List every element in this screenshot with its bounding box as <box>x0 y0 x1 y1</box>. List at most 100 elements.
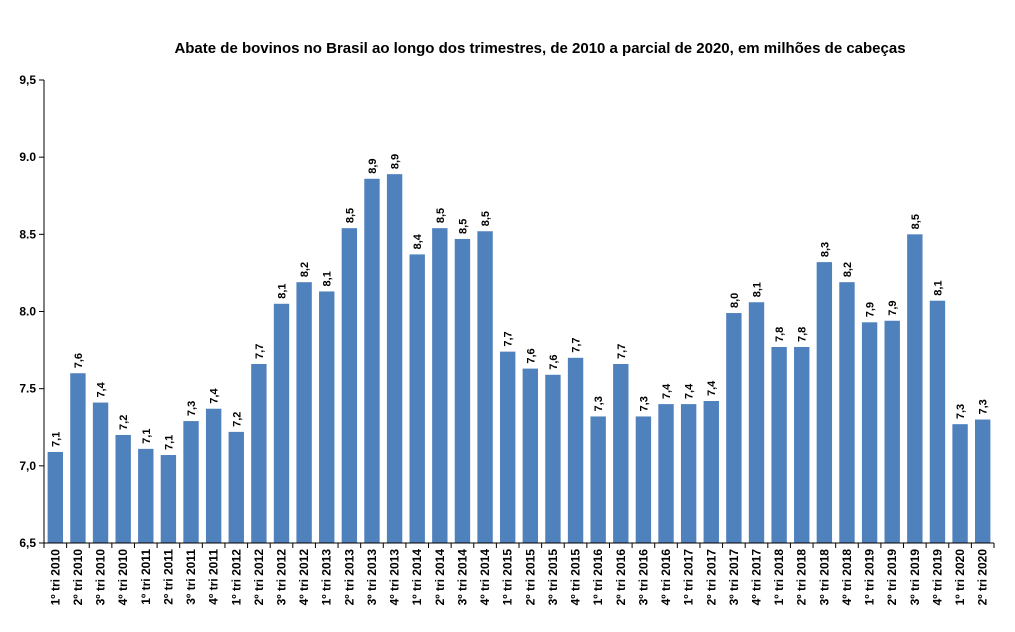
data-label: 7,6 <box>525 348 537 363</box>
bar <box>929 300 946 543</box>
bar <box>500 351 516 543</box>
data-labels-group: 7,1 7,6 7,4 7,2 7,1 7,1 7,3 7,4 7,2 7,7 8,1 8,2 8,1 8… <box>50 154 989 450</box>
data-label: 7,1 <box>50 432 62 447</box>
bar <box>635 416 652 543</box>
data-label: 8,5 <box>435 208 447 223</box>
x-tick-label: 2º tri 2017 <box>704 549 718 606</box>
x-tick-label: 1º tri 2017 <box>682 549 696 606</box>
data-label: 7,3 <box>955 404 967 419</box>
x-tick-label: 2º tri 2015 <box>523 549 537 606</box>
x-tick-label: 2º tri 2012 <box>252 549 266 606</box>
data-label: 7,4 <box>684 383 696 399</box>
x-tick-label: 3º tri 2010 <box>94 549 108 606</box>
x-tick-label: 3º tri 2017 <box>727 549 741 606</box>
bar <box>884 320 900 543</box>
data-label: 7,9 <box>865 302 877 317</box>
x-tick-label: 3º tri 2019 <box>908 549 922 606</box>
data-label: 8,1 <box>752 282 764 297</box>
data-label: 8,5 <box>344 208 356 223</box>
data-label: 7,6 <box>548 354 560 369</box>
data-label: 8,1 <box>932 280 944 295</box>
bar <box>816 262 833 543</box>
data-label: 7,8 <box>774 327 786 342</box>
bar <box>92 402 109 543</box>
data-label: 7,4 <box>706 380 718 396</box>
bar <box>296 282 312 543</box>
y-tick-label: 9,5 <box>19 73 36 87</box>
data-label: 7,3 <box>593 396 605 411</box>
data-label: 7,7 <box>254 344 266 359</box>
bar <box>341 228 358 543</box>
bar <box>409 254 425 543</box>
data-label: 7,2 <box>231 412 243 427</box>
x-tick-label: 4º tri 2017 <box>750 549 764 606</box>
data-label: 7,3 <box>186 401 198 416</box>
data-label: 8,5 <box>480 211 492 226</box>
y-tick-label: 8.0 <box>19 305 36 319</box>
bar <box>115 434 131 543</box>
bar <box>205 408 222 543</box>
x-tick-label: 2º tri 2020 <box>976 549 990 606</box>
x-tick-label: 4º tri 2015 <box>569 549 583 606</box>
data-label: 8,1 <box>277 283 289 298</box>
x-tick-label: 2º tri 2018 <box>795 549 809 606</box>
data-label: 8,3 <box>819 242 831 257</box>
bar <box>658 404 674 543</box>
bar <box>952 424 968 543</box>
bar <box>251 363 267 543</box>
data-label: 7,7 <box>571 338 583 353</box>
x-tick-label: 4º tri 2010 <box>116 549 130 606</box>
bar <box>613 363 629 543</box>
data-label: 7,4 <box>209 388 221 404</box>
x-tick-label: 4º tri 2014 <box>478 549 492 606</box>
x-tick-label: 4º tri 2018 <box>840 549 854 606</box>
x-tick-label: 2º tri 2011 <box>161 549 175 605</box>
x-tick-label: 1º tri 2015 <box>501 549 515 606</box>
data-label: 8,5 <box>910 214 922 229</box>
bar <box>70 373 86 543</box>
data-label: 8,2 <box>299 262 311 277</box>
x-tick-label: 3º tri 2016 <box>636 549 650 606</box>
x-tick-label: 2º tri 2019 <box>885 549 899 606</box>
bar <box>861 322 878 543</box>
bar <box>975 419 991 543</box>
data-label: 7,3 <box>638 396 650 411</box>
y-axis: 6,5 7,0 7.5 8.0 8.5 9.0 9,5 <box>19 73 44 550</box>
x-tick-label: 3º tri 2011 <box>184 549 198 605</box>
data-label: 8,2 <box>842 262 854 277</box>
x-tick-label: 1º tri 2020 <box>953 549 967 606</box>
data-label: 7,8 <box>797 327 809 342</box>
bar <box>907 234 923 544</box>
data-label: 7,6 <box>73 353 85 368</box>
x-tick-label: 4º tri 2016 <box>659 549 673 606</box>
x-tick-label: 1º tri 2010 <box>48 549 62 606</box>
bar <box>477 231 493 543</box>
y-tick-label: 7.5 <box>19 382 36 396</box>
y-tick-label: 7,0 <box>19 459 36 473</box>
x-tick-label: 1º tri 2013 <box>320 549 334 606</box>
y-tick-label: 8.5 <box>19 227 36 241</box>
x-tick-label: 2º tri 2016 <box>614 549 628 606</box>
x-tick-label: 3º tri 2012 <box>275 549 289 606</box>
x-tick-label: 4º tri 2011 <box>207 549 221 605</box>
x-tick-label: 3º tri 2014 <box>455 549 469 606</box>
bar <box>319 291 335 543</box>
bar <box>454 238 471 544</box>
bar <box>432 228 448 543</box>
data-label: 7,9 <box>887 300 899 315</box>
bar <box>522 368 538 543</box>
data-label: 7,3 <box>978 399 990 414</box>
bar <box>567 357 584 543</box>
x-tick-label: 4º tri 2013 <box>388 549 402 606</box>
x-tick-label: 2º tri 2013 <box>342 549 356 606</box>
x-tick-label: 2º tri 2010 <box>71 549 85 606</box>
bar <box>794 346 810 543</box>
data-label: 8,1 <box>322 271 334 286</box>
chart-title: Abate de bovinos no Brasil ao longo dos … <box>174 40 905 57</box>
y-tick-label: 6,5 <box>19 536 36 550</box>
x-tick-label: 1º tri 2012 <box>229 549 243 606</box>
x-tick-label: 3º tri 2015 <box>546 549 560 606</box>
data-label: 7,1 <box>163 435 175 450</box>
x-tick-label: 3º tri 2013 <box>365 549 379 606</box>
